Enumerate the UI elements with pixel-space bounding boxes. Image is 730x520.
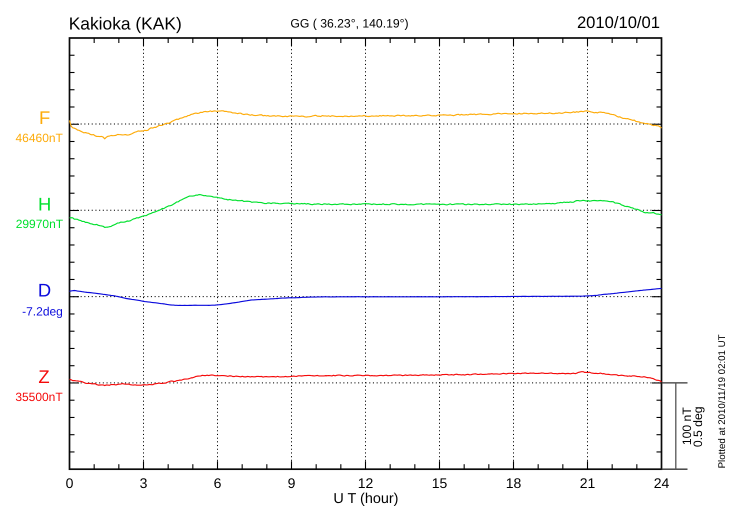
svg-text:12: 12 — [358, 475, 374, 491]
svg-text:15: 15 — [432, 475, 448, 491]
svg-text:9: 9 — [288, 475, 296, 491]
svg-text:3: 3 — [140, 475, 148, 491]
svg-text:Kakioka (KAK): Kakioka (KAK) — [69, 13, 182, 33]
svg-text:100 nT: 100 nT — [680, 407, 694, 445]
svg-text:0.5 deg: 0.5 deg — [691, 406, 705, 447]
svg-text:46460nT: 46460nT — [16, 131, 64, 145]
svg-text:18: 18 — [506, 475, 522, 491]
svg-text:U T (hour): U T (hour) — [333, 491, 398, 507]
svg-text:Plotted at 2010/11/19 02:01 UT: Plotted at 2010/11/19 02:01 UT — [717, 334, 728, 468]
svg-text:35500nT: 35500nT — [15, 390, 63, 404]
svg-text:Z: Z — [38, 366, 49, 387]
svg-text:-7.2deg: -7.2deg — [22, 304, 63, 318]
svg-text:21: 21 — [580, 475, 596, 491]
svg-text:24: 24 — [654, 475, 670, 491]
svg-text:F: F — [39, 107, 50, 128]
svg-text:0: 0 — [66, 475, 74, 491]
svg-text:2010/10/01: 2010/10/01 — [577, 13, 660, 32]
svg-text:29970nT: 29970nT — [16, 217, 64, 231]
svg-text:GG ( 36.23°, 140.19°): GG ( 36.23°, 140.19°) — [290, 17, 408, 31]
svg-text:H: H — [38, 193, 51, 214]
svg-text:6: 6 — [214, 475, 222, 491]
svg-text:D: D — [38, 280, 51, 301]
